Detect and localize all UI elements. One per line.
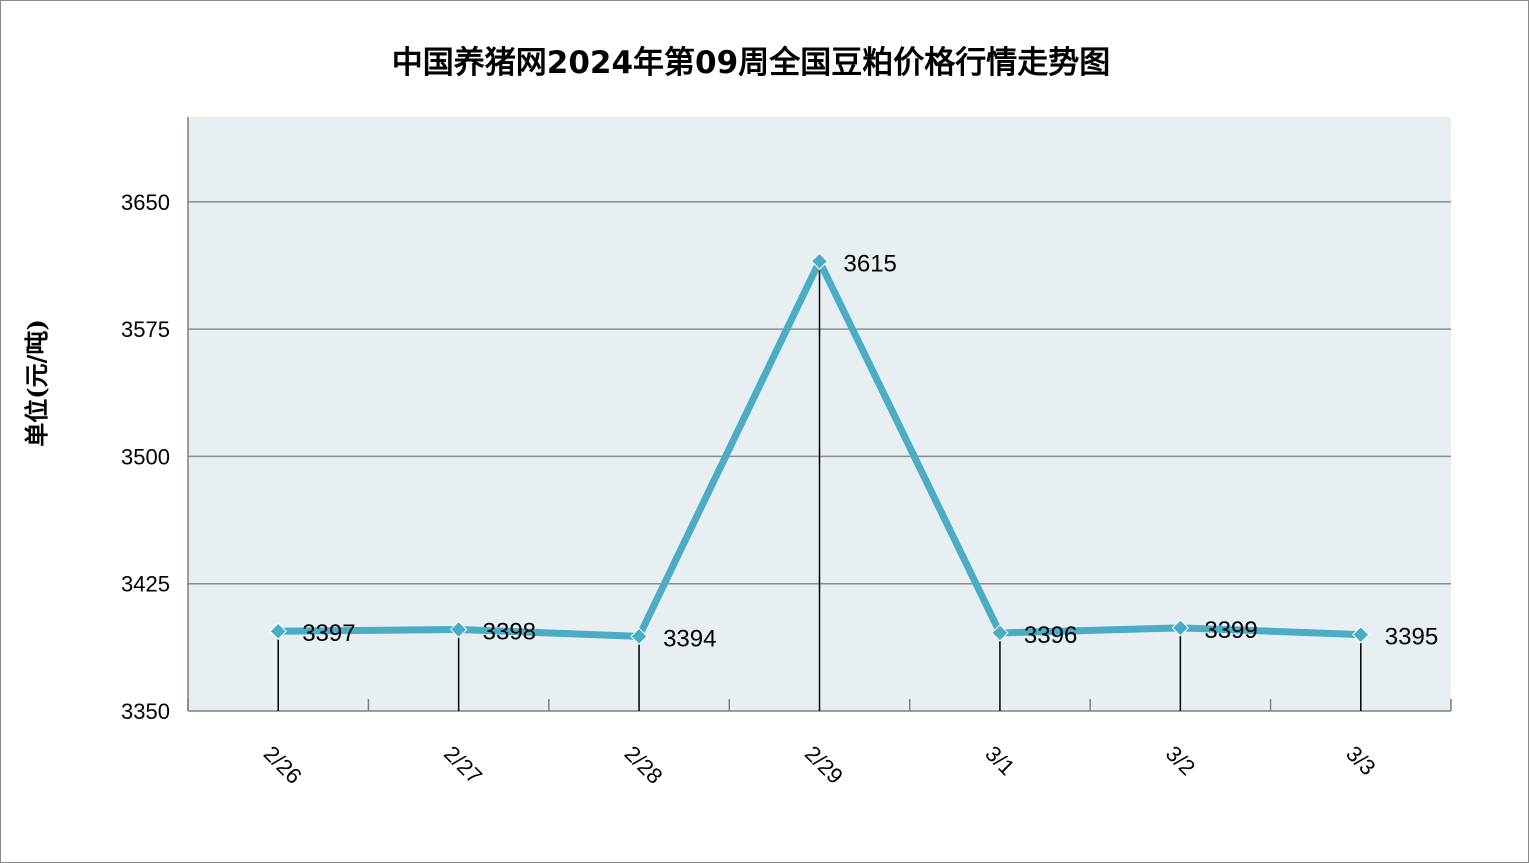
data-label: 3397 [302, 620, 355, 647]
x-tick-label: 2/28 [620, 741, 668, 789]
x-tick-label: 2/27 [439, 741, 487, 789]
y-axis-label: 单位(元/吨) [22, 319, 51, 446]
x-tick-label: 3/3 [1341, 741, 1380, 780]
x-tick-label: 3/1 [980, 741, 1019, 780]
y-tick-label: 3500 [121, 444, 170, 469]
data-marker [630, 627, 648, 646]
y-tick-label: 3350 [121, 699, 170, 724]
chart-title: 中国养猪网2024年第09周全国豆粕价格行情走势图 [392, 45, 1110, 81]
data-labels: 3397 3398 3394 3615 3396 3399 3395 [302, 250, 1438, 652]
data-label: 3396 [1024, 622, 1077, 649]
data-label: 3615 [844, 250, 897, 277]
data-marker [1352, 625, 1370, 644]
data-label: 3394 [663, 625, 716, 652]
data-label: 3395 [1385, 624, 1438, 651]
data-marker [991, 624, 1009, 642]
x-tick-label: 2/29 [800, 741, 848, 789]
data-marker [269, 622, 287, 640]
y-tick-label: 3650 [121, 190, 170, 215]
data-marker [810, 252, 829, 270]
y-tick-label: 3425 [121, 572, 170, 597]
x-tick-label: 3/2 [1161, 741, 1200, 780]
data-markers [269, 252, 1370, 646]
x-tick-label: 2/26 [259, 741, 307, 789]
data-marker [449, 620, 468, 639]
y-axis-ticks: 3350 3425 3500 3575 3650 [121, 190, 170, 724]
drop-lines [277, 261, 1362, 711]
data-label: 3398 [483, 619, 536, 646]
data-label: 3399 [1204, 617, 1257, 644]
data-marker [1171, 619, 1190, 637]
y-tick-label: 3575 [121, 317, 170, 342]
